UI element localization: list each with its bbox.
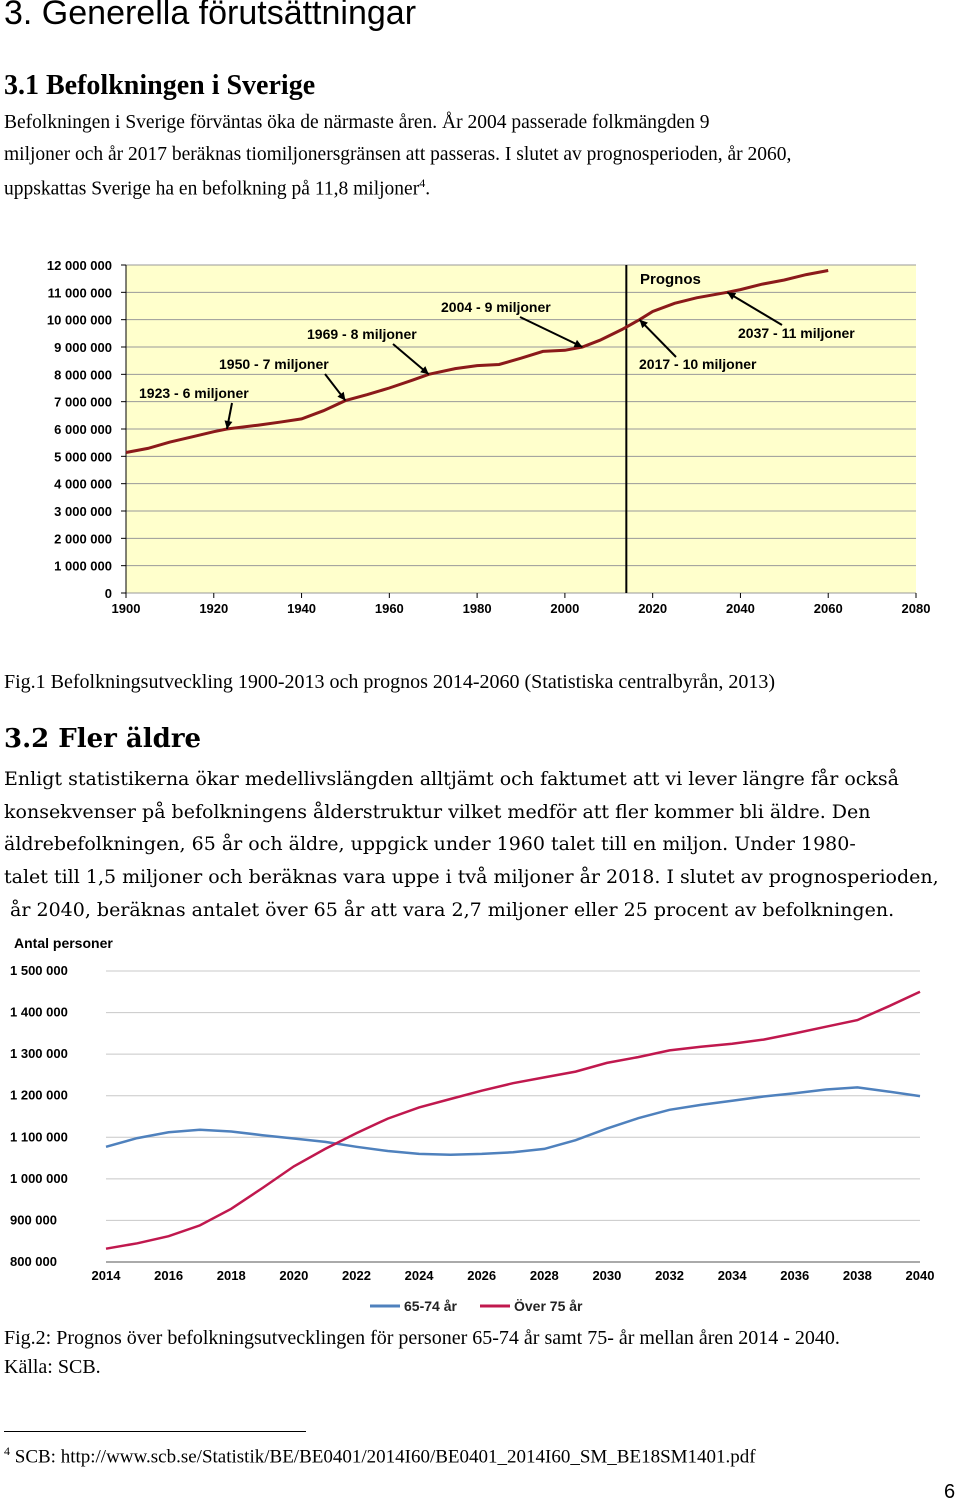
paragraph-line: talet till 1,5 miljoner och beräknas var… — [4, 866, 939, 888]
x-tick-label: 2016 — [154, 1268, 183, 1283]
y-tick-label: 1 000 000 — [54, 559, 112, 574]
x-tick-label: 1980 — [463, 601, 492, 616]
y-tick-label: 1 300 000 — [10, 1046, 68, 1061]
footnote-link[interactable]: SCB: http://www.scb.se/Statistik/BE/BE04… — [10, 1446, 756, 1468]
x-tick-label: 2024 — [405, 1268, 435, 1283]
paragraph-line: miljoner och år 2017 beräknas tiomiljone… — [4, 144, 792, 165]
x-tick-label: 1900 — [112, 601, 141, 616]
arrow-head — [420, 366, 429, 375]
fig1-caption: Fig.1 Befolkningsutveckling 1900-2013 oc… — [4, 671, 776, 693]
y-tick-label: 10 000 000 — [47, 313, 112, 328]
annotation-1950: 1950 - 7 miljoner — [219, 356, 329, 372]
y-tick-label: 1 400 000 — [10, 1005, 68, 1020]
y-tick-label: 2 000 000 — [54, 531, 112, 546]
annotation-2004: 2004 - 9 miljoner — [441, 299, 551, 315]
footnote: 4 SCB: http://www.scb.se/Statistik/BE/BE… — [4, 1444, 756, 1468]
arrow-head — [573, 339, 583, 348]
subsection-title-fler-aldre: 3.2 Fler äldre — [4, 724, 202, 754]
annotation-arrow — [726, 291, 783, 326]
prognos-label: Prognos — [640, 271, 701, 288]
series-65-74-line — [105, 1086, 921, 1156]
paragraph-line: Befolkningen i Sverige förväntas öka de … — [4, 112, 710, 133]
arrow-head — [727, 292, 737, 300]
y-tick-label: 4 000 000 — [54, 477, 112, 492]
x-tick-label: 1960 — [375, 601, 404, 616]
y-tick-label: 5 000 000 — [54, 449, 112, 464]
x-tick-label: 1940 — [287, 601, 316, 616]
x-tick-label: 2020 — [279, 1268, 308, 1283]
legend-label-over-75: Över 75 år — [514, 1298, 583, 1314]
footnote-ref[interactable]: 4 — [419, 176, 426, 190]
x-tick-label: 2036 — [780, 1268, 809, 1283]
y-tick-label: 11 000 000 — [48, 285, 112, 300]
x-tick-label: 2030 — [592, 1268, 621, 1283]
annotation-arrow — [519, 316, 583, 348]
annotation-1923: 1923 - 6 miljoner — [139, 385, 249, 401]
annotation-1969: 1969 - 8 miljoner — [307, 326, 417, 342]
y-tick-label: 900 000 — [10, 1212, 57, 1227]
elderly-forecast-chart: Antal personer 1 500 000 1 400 000 1 300 0… — [10, 935, 935, 1314]
x-tick-label: 2018 — [217, 1268, 246, 1283]
arrow-head — [224, 420, 233, 429]
x-tick-label: 1920 — [199, 601, 228, 616]
x-tick-label: 2020 — [638, 601, 667, 616]
x-tick-label: 2014 — [92, 1268, 122, 1283]
y-tick-label: 1 500 000 — [10, 963, 68, 978]
fig2-caption-line: Fig.2: Prognos över befolkningsutvecklin… — [4, 1327, 840, 1349]
x-tick-label: 2026 — [467, 1268, 496, 1283]
paragraph-line: uppskattas Sverige ha en befolkning på 1… — [4, 176, 431, 200]
footnote-separator — [4, 1431, 306, 1432]
x-tick-label: 2060 — [814, 601, 843, 616]
population-series-line — [125, 269, 829, 454]
legend-label-65-74: 65-74 år — [404, 1298, 457, 1314]
x-tick-label: 2040 — [726, 601, 755, 616]
x-tick-label: 2080 — [902, 601, 931, 616]
annotation-2037: 2037 - 11 miljoner — [738, 325, 855, 341]
chart-legend: 65-74 år Över 75 år — [370, 1298, 583, 1314]
y-tick-label: 6 000 000 — [54, 422, 112, 437]
subsection-title-befolkningen: 3.1 Befolkningen i Sverige — [4, 70, 316, 101]
x-tick-label: 2022 — [342, 1268, 371, 1283]
x-tick-label: 2040 — [906, 1268, 935, 1283]
section-title: 3. Generella förutsättningar — [4, 0, 417, 32]
y-tick-label: 800 000 — [10, 1254, 57, 1269]
paragraph-line: Enligt statistikerna ökar medellivslängd… — [4, 768, 899, 790]
x-tick-label: 2000 — [550, 601, 579, 616]
x-tick-label: 2028 — [530, 1268, 559, 1283]
paragraph-line: äldrebefolkningen, 65 år och äldre, uppg… — [4, 833, 856, 855]
series-over-75-line — [105, 990, 921, 1250]
y-tick-label: 1 100 000 — [10, 1129, 68, 1144]
arrow-head — [639, 319, 648, 329]
fig2-caption-source: Källa: SCB. — [4, 1356, 101, 1378]
y-tick-label: 7 000 000 — [54, 395, 112, 410]
y-tick-label: 12 000 000 — [47, 258, 112, 273]
x-tick-label: 2038 — [843, 1268, 872, 1283]
y-tick-label: 9 000 000 — [54, 340, 112, 355]
x-tick-label: 2034 — [718, 1268, 748, 1283]
y-tick-label: 3 000 000 — [54, 504, 112, 519]
x-tick-label: 2032 — [655, 1268, 684, 1283]
y-tick-label: 8 000 000 — [54, 367, 112, 382]
y-tick-label: 0 — [105, 586, 112, 601]
paragraph-line: konsekvenser på befolkningens ålderstruk… — [4, 801, 871, 823]
population-chart: 12 000 000 11 000 000 10 000 000 9 000 000 8… — [47, 258, 931, 616]
y-tick-label: 1 200 000 — [10, 1088, 68, 1103]
annotation-arrow — [638, 318, 677, 358]
page-number: 6 — [944, 1481, 956, 1503]
paragraph-line: år 2040, beräknas antalet över 65 år att… — [4, 899, 895, 921]
y-axis-title: Antal personer — [14, 935, 113, 951]
y-tick-label: 1 000 000 — [10, 1171, 68, 1186]
annotation-2017: 2017 - 10 miljoner — [639, 356, 757, 372]
arrow-head — [337, 391, 346, 401]
